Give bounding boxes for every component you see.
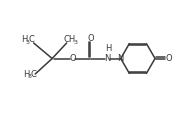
Text: O: O bbox=[87, 34, 94, 43]
Text: C: C bbox=[28, 35, 34, 44]
Text: C: C bbox=[30, 69, 36, 79]
Text: H: H bbox=[23, 69, 29, 79]
Text: 3: 3 bbox=[74, 40, 78, 45]
Text: CH: CH bbox=[63, 35, 75, 44]
Text: 3: 3 bbox=[26, 40, 29, 45]
Text: H: H bbox=[105, 44, 111, 53]
Text: O: O bbox=[69, 54, 76, 63]
Text: H: H bbox=[21, 35, 27, 44]
Text: O: O bbox=[165, 54, 172, 63]
Text: N: N bbox=[104, 54, 111, 63]
Text: N: N bbox=[117, 54, 124, 63]
Text: 3: 3 bbox=[28, 74, 32, 79]
